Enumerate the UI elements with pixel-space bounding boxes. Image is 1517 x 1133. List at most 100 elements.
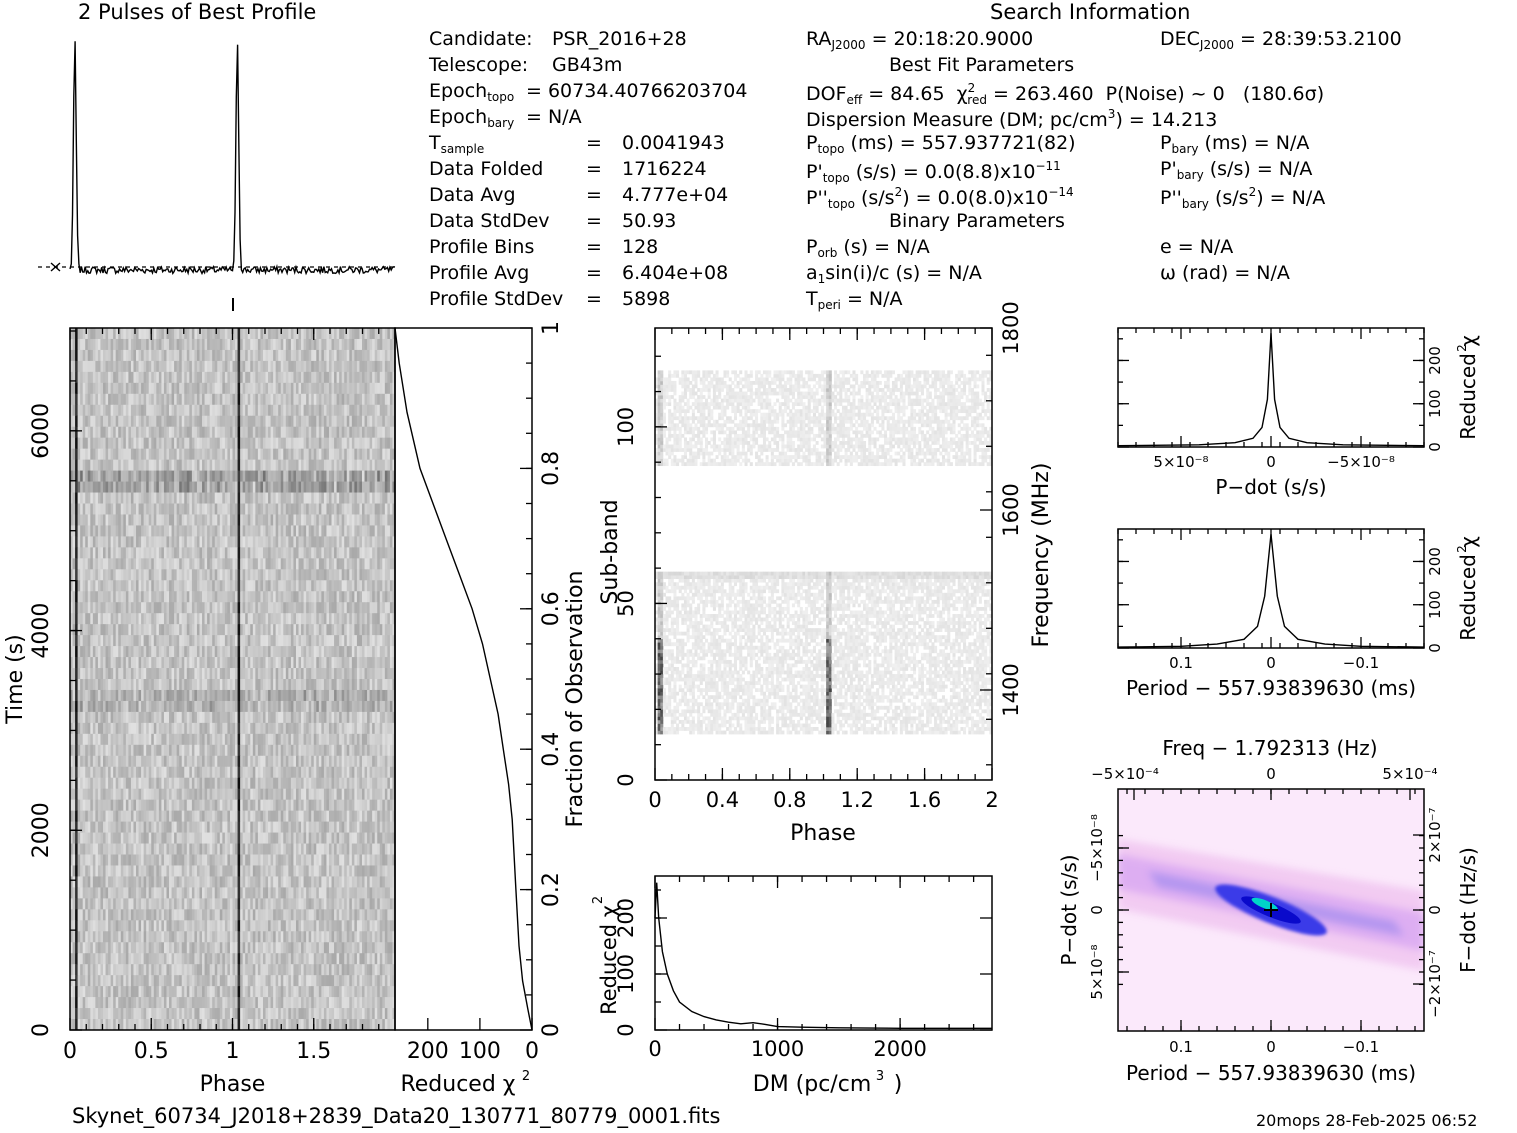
heatmap-cell (222, 338, 226, 351)
heatmap-cell (306, 679, 310, 691)
heatmap-cell (328, 646, 332, 658)
heatmap-cell (212, 448, 216, 461)
heatmap-cell (196, 349, 200, 362)
heatmap-cell (120, 481, 124, 493)
heatmap-cell (118, 404, 122, 417)
heatmap-cell (379, 536, 383, 548)
heatmap-cell (209, 404, 213, 417)
heatmap-cell (133, 404, 137, 417)
heatmap-cell (387, 525, 391, 537)
heatmap-cell (184, 481, 188, 493)
heatmap-cell (115, 360, 119, 373)
heatmap-cell (262, 580, 266, 592)
heatmap-cell (295, 689, 299, 702)
heatmap-cell (349, 689, 353, 702)
heatmap-cell (295, 722, 299, 735)
heatmap-cell (118, 624, 122, 636)
heatmap-cell (232, 382, 236, 395)
heatmap-cell (118, 492, 122, 504)
heatmap-cell (166, 668, 170, 680)
heatmap-cell (138, 547, 142, 559)
heatmap-cell (115, 503, 119, 515)
heatmap-cell (270, 481, 274, 493)
heatmap-cell (212, 437, 216, 450)
heatmap-cell (202, 602, 205, 614)
heatmap-cell (341, 679, 345, 691)
heatmap-cell (367, 733, 371, 746)
heatmap-cell (334, 404, 337, 417)
heatmap-cell (262, 547, 266, 559)
heatmap-cell (255, 514, 259, 526)
heatmap-cell (334, 624, 337, 636)
heatmap-cell (171, 503, 175, 515)
heatmap-cell (293, 679, 297, 691)
heatmap-cell (359, 657, 363, 669)
heatmap-cell (133, 613, 137, 625)
heatmap-cell (379, 371, 383, 384)
heatmap-cell (359, 711, 363, 724)
heatmap-cell (268, 536, 271, 548)
heatmap-cell (255, 722, 259, 735)
heatmap-cell (103, 569, 106, 581)
heatmap-cell (344, 415, 348, 428)
heatmap-cell (364, 657, 368, 669)
heatmap-cell (245, 382, 249, 395)
heatmap-cell (247, 514, 251, 526)
heatmap-cell (389, 349, 393, 362)
heatmap-cell (138, 689, 142, 702)
heatmap-cell (209, 635, 213, 647)
heatmap-cell (250, 415, 254, 428)
heatmap-cell (130, 668, 134, 680)
heatmap-cell (97, 371, 101, 384)
heatmap-cell (110, 360, 114, 373)
heatmap-cell (301, 514, 304, 526)
heatmap-cell (179, 613, 183, 625)
heatmap-cell (240, 371, 244, 384)
heatmap-cell (255, 657, 259, 669)
heatmap-cell (283, 448, 287, 461)
heatmap-cell (237, 470, 241, 482)
heatmap-cell (219, 371, 223, 384)
heatmap-cell (303, 657, 307, 669)
heatmap-cell (92, 338, 96, 351)
heatmap-cell (336, 448, 340, 461)
heatmap-cell (361, 668, 365, 680)
heatmap-cell (123, 558, 127, 570)
heatmap-cell (136, 514, 139, 526)
heatmap-cell (125, 591, 129, 603)
heatmap-cell (260, 349, 264, 362)
heatmap-cell (156, 679, 160, 691)
heatmap-cell (328, 426, 332, 439)
heatmap-cell (285, 635, 289, 647)
heatmap-cell (229, 624, 233, 636)
heatmap-cell (341, 580, 345, 592)
heatmap-cell (313, 426, 317, 439)
heatmap-cell (214, 668, 218, 680)
heatmap-cell (70, 733, 73, 746)
heatmap-cell (349, 580, 353, 592)
heatmap-cell (290, 624, 294, 636)
heatmap-cell (336, 503, 340, 515)
heatmap-cell (141, 415, 145, 428)
heatmap-cell (186, 360, 190, 373)
heatmap-cell (321, 415, 325, 428)
heatmap-cell (232, 668, 236, 680)
heatmap-cell (331, 382, 335, 395)
heatmap-cell (161, 711, 165, 724)
heatmap-cell (293, 360, 297, 373)
heatmap-cell (387, 349, 391, 362)
heatmap-cell (118, 602, 122, 614)
heatmap-cell (90, 503, 94, 515)
heatmap-cell (204, 744, 208, 757)
heatmap-cell (130, 700, 134, 713)
heatmap-cell (229, 744, 233, 757)
heatmap-cell (280, 459, 284, 471)
heatmap-cell (156, 481, 160, 493)
heatmap-cell (334, 657, 337, 669)
heatmap-cell (341, 426, 345, 439)
heatmap-cell (217, 613, 221, 625)
heatmap-cell (280, 328, 284, 340)
heatmap-cell (176, 536, 180, 548)
heatmap-cell (341, 536, 345, 548)
heatmap-cell (311, 580, 315, 592)
